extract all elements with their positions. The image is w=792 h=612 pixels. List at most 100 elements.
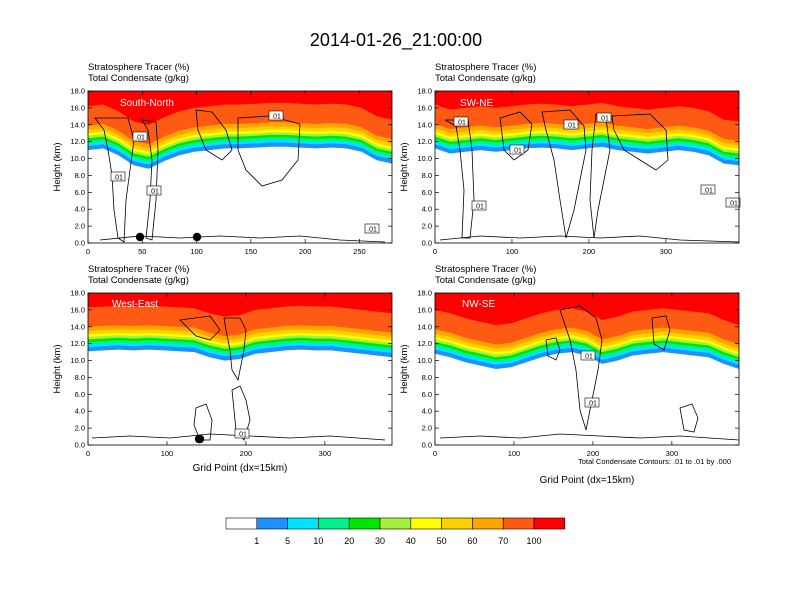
- y-tick-label: 16.0: [70, 103, 85, 112]
- colorbar-swatch: [256, 517, 288, 530]
- colorbar-label: 50: [437, 536, 447, 546]
- y-tick-label: 0.0: [422, 239, 432, 248]
- colorbar-swatch: [410, 517, 442, 530]
- contour-label-box: [146, 185, 162, 196]
- y-tick-label: 0.0: [75, 441, 85, 450]
- colorbar-swatch: [441, 517, 473, 530]
- x-axis-label: Grid Point (dx=15km): [540, 475, 635, 486]
- colorbar-swatch: [379, 517, 412, 530]
- y-tick-label: 2.0: [422, 424, 432, 433]
- y-tick-label: 0.0: [75, 239, 85, 248]
- y-tick-label: 14.0: [70, 120, 85, 129]
- x-axis-label: Grid Point (dx=15km): [193, 463, 288, 474]
- contour-label-box: [364, 223, 380, 234]
- contour-label-box: [596, 112, 612, 123]
- condensate-contour: [179, 315, 221, 341]
- condensate-contour: [611, 113, 669, 171]
- x-tick-label: 200: [240, 449, 253, 458]
- y-tick-label: 12.0: [70, 339, 85, 348]
- panel2-header-line1: Stratosphere Tracer (%): [435, 62, 537, 73]
- y-tick-label: 2.0: [422, 222, 432, 231]
- x-tick-label: 200: [587, 449, 600, 458]
- contour-label: .01: [456, 120, 466, 127]
- contour-label: .01: [728, 201, 738, 208]
- condensate-contour: [541, 109, 587, 239]
- y-axis-label: Height (km): [399, 142, 410, 191]
- condensate-contour: [439, 235, 740, 243]
- region-label: West-East: [112, 299, 158, 310]
- contour-label: .01: [512, 148, 522, 155]
- y-tick-label: 6.0: [422, 188, 432, 197]
- colorbar-label: 1: [254, 536, 259, 546]
- x-tick-label: 100: [161, 449, 174, 458]
- tracer-band-level-10: [435, 91, 739, 122]
- y-axis-label: Height (km): [399, 344, 410, 393]
- contour-label-box: [700, 184, 716, 195]
- y-tick-label: 12.0: [417, 339, 432, 348]
- panel2-header-line2: Total Condensate (g/kg): [435, 73, 536, 84]
- y-tick-label: 4.0: [75, 407, 85, 416]
- condensate-contour: [193, 403, 213, 441]
- x-tick-label: 0: [86, 449, 90, 458]
- y-tick-label: 14.0: [70, 322, 85, 331]
- y-tick-label: 10.0: [417, 154, 432, 163]
- y-tick-label: 12.0: [70, 137, 85, 146]
- contour-label-box: [509, 144, 525, 155]
- y-tick-label: 18.0: [417, 87, 432, 96]
- x-tick-label: 150: [245, 247, 258, 256]
- contour-label-box: [471, 200, 487, 211]
- x-tick-label: 250: [353, 247, 366, 256]
- colorbar-label: 30: [375, 536, 385, 546]
- x-tick-label: 300: [666, 449, 679, 458]
- condensate-contour: [444, 119, 475, 239]
- contour-label-box: [580, 350, 596, 361]
- colorbar-swatch: [502, 517, 535, 530]
- contour-label-box: [584, 397, 600, 408]
- y-tick-label: 18.0: [417, 289, 432, 298]
- contour-label-box: [268, 110, 284, 121]
- contour-label-box: [132, 131, 148, 142]
- colorbar-swatch: [472, 517, 504, 530]
- x-tick-label: 100: [508, 449, 521, 458]
- panel3-header-line1: Stratosphere Tracer (%): [88, 264, 190, 275]
- x-tick-label: 200: [299, 247, 312, 256]
- contour-label: .01: [583, 354, 593, 361]
- x-tick-label: 100: [190, 247, 203, 256]
- tracer-band-level-10: [88, 293, 392, 317]
- y-tick-label: 2.0: [75, 424, 85, 433]
- contour-label: .01: [587, 401, 597, 408]
- y-tick-label: 12.0: [417, 137, 432, 146]
- y-tick-label: 6.0: [422, 390, 432, 399]
- y-tick-label: 4.0: [422, 407, 432, 416]
- panel1-header-line2: Total Condensate (g/kg): [88, 73, 189, 84]
- x-tick-label: 0: [433, 449, 437, 458]
- x-tick-label: 300: [319, 449, 332, 458]
- contour-label: .01: [703, 188, 713, 195]
- plot-frame: [87, 90, 393, 244]
- contour-label: .01: [149, 189, 159, 196]
- y-tick-label: 18.0: [70, 289, 85, 298]
- page-title: 2014-01-26_21:00:00: [309, 30, 483, 50]
- location-marker: [135, 232, 145, 242]
- panel3-header-line2: Total Condensate (g/kg): [88, 275, 189, 286]
- condensate-contour: [99, 235, 386, 243]
- contour-label: .01: [135, 135, 145, 142]
- contour-label-box: [725, 197, 741, 208]
- y-tick-label: 4.0: [422, 205, 432, 214]
- colorbar-label: 70: [498, 536, 508, 546]
- contour-label-box: [563, 119, 579, 130]
- condensate-contour: [223, 317, 247, 382]
- region-label: SW-NE: [460, 98, 493, 109]
- contour-label: .01: [367, 227, 377, 234]
- condensate-contour: [651, 315, 671, 351]
- condensate-contour: [545, 337, 561, 361]
- contour-label: .01: [237, 432, 247, 439]
- y-tick-label: 8.0: [75, 373, 85, 382]
- x-tick-label: 100: [506, 247, 519, 256]
- y-tick-label: 8.0: [75, 171, 85, 180]
- location-marker: [192, 232, 202, 242]
- condensate-contour: [91, 433, 386, 441]
- panel-1: .01 .01 .01 .01 .01 South-North 0.0 2.0 4.0 6.0 8.…: [52, 87, 393, 256]
- y-tick-label: 8.0: [422, 373, 432, 382]
- contour-label-box: [453, 116, 469, 127]
